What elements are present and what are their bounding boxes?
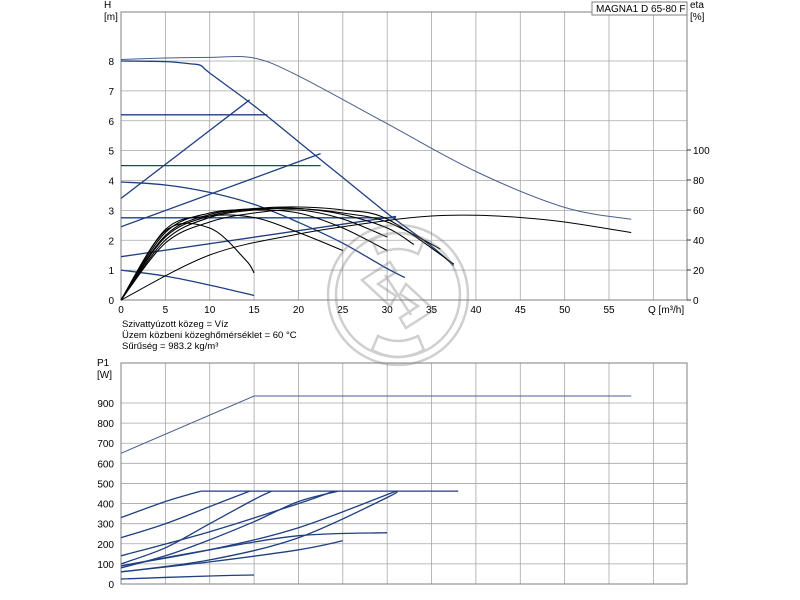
- upper-ticks: 0 5 10 15 20 25 30 35 40 45 50 55012345678020406080…: [108, 57, 710, 316]
- series-p1-10: [120, 540, 343, 573]
- watermark-seal-icon: [326, 223, 470, 367]
- x-tick-label: 10: [204, 305, 216, 316]
- p1-tick-label: 900: [97, 399, 114, 410]
- series-eta-12: [120, 207, 441, 301]
- title-box: [591, 1, 688, 16]
- x-tick-label: 30: [382, 305, 394, 316]
- x-axis-label: Q [m³/h]: [648, 305, 684, 316]
- series-p1-3: [120, 490, 250, 539]
- series-head-max-twin-0: [120, 55, 632, 220]
- series-eta-twin-10: [120, 214, 632, 301]
- series-eta-17: [120, 209, 388, 301]
- y2-tick-label: 40: [693, 236, 705, 247]
- p1-tick-label: 500: [97, 479, 114, 490]
- series-eta-14: [120, 209, 388, 301]
- y-tick-label: 2: [108, 236, 114, 247]
- series-prop-pressure-5: [120, 99, 251, 199]
- y-tick-label: 6: [108, 117, 114, 128]
- y-tick-label: 3: [108, 206, 114, 217]
- p1-tick-label: 300: [97, 520, 114, 531]
- y-axis-label-head: H: [104, 0, 111, 11]
- x-tick-label: 0: [118, 305, 124, 316]
- series-p1-11: [120, 574, 255, 580]
- p1-tick-label: 800: [97, 419, 114, 430]
- lower-series-group: [120, 395, 632, 580]
- p1-tick-label: 200: [97, 540, 114, 551]
- series-p1-8: [120, 490, 398, 573]
- series-p1-4: [120, 490, 335, 557]
- x-tick-label: 40: [470, 305, 482, 316]
- p1-tick-label: 0: [108, 580, 114, 591]
- y2-tick-label: 60: [693, 206, 705, 217]
- x-tick-label: 15: [249, 305, 261, 316]
- series-prop-pressure-6: [120, 152, 321, 228]
- series-p1-max-twin-0: [120, 395, 632, 454]
- y-tick-label: 5: [108, 147, 114, 158]
- series-min-curve-9: [120, 269, 255, 297]
- x-tick-label: 5: [163, 305, 169, 316]
- y-tick-label: 7: [108, 87, 114, 98]
- y2-axis-label-eta: eta: [690, 0, 704, 11]
- x-tick-label: 25: [337, 305, 349, 316]
- upper-plot-frame: [120, 11, 688, 301]
- p1-tick-label: 100: [97, 560, 114, 571]
- upper-series-group: [120, 55, 632, 301]
- y-axis-label-head-unit: [m]: [104, 12, 118, 23]
- p1-tick-label: 700: [97, 439, 114, 450]
- series-p1-6: [120, 490, 273, 565]
- y-axis-label-power-unit: [W]: [97, 370, 112, 381]
- y2-tick-label: 100: [693, 146, 710, 157]
- y2-tick-label: 20: [693, 266, 705, 277]
- x-tick-label: 35: [426, 305, 438, 316]
- x-tick-label: 45: [515, 305, 527, 316]
- y2-tick-label: 80: [693, 176, 705, 187]
- series-p1-2: [120, 490, 202, 519]
- series-p1-7: [120, 490, 339, 569]
- x-tick-label: 20: [293, 305, 305, 316]
- y-axis-label-power: P1: [97, 358, 110, 369]
- p1-tick-label: 400: [97, 500, 114, 511]
- series-head-prop-max-1: [120, 60, 455, 267]
- series-eta-13: [120, 206, 455, 301]
- x-tick-label: 55: [603, 305, 615, 316]
- info-density: Sűrűség = 983.2 kg/m³: [122, 341, 218, 352]
- upper-grid: [121, 12, 687, 300]
- info-medium: Szivattyúzott közeg = Víz: [122, 319, 229, 330]
- lower-plot-frame: [120, 362, 688, 585]
- x-tick-label: 50: [559, 305, 571, 316]
- y-tick-label: 0: [108, 296, 114, 307]
- p1-tick-label: 600: [97, 459, 114, 470]
- y-tick-label: 1: [108, 266, 114, 277]
- info-temperature: Üzem közbeni közeghőmérséklet = 60 °C: [122, 330, 297, 341]
- lower-ticks: 0 100 200 300 400 500 600 700 800 900: [97, 399, 114, 591]
- series-p1-9: [120, 532, 388, 567]
- series-eta-16: [120, 222, 255, 301]
- chart-title: MAGNA1 D 65-80 F: [596, 4, 685, 15]
- y2-axis-label-eta-unit: [%]: [690, 12, 705, 23]
- series-min-curve-8: [120, 181, 406, 279]
- y-tick-label: 4: [108, 177, 114, 188]
- y-tick-label: 8: [108, 57, 114, 68]
- series-prop-pressure-7: [120, 215, 397, 258]
- y2-tick-label: 0: [693, 296, 699, 307]
